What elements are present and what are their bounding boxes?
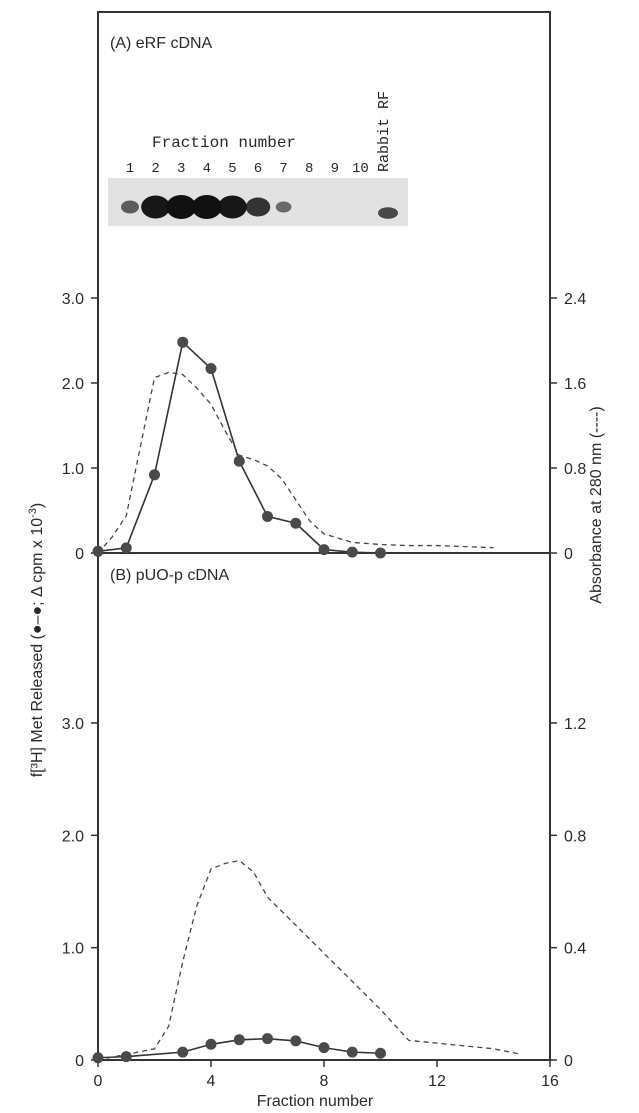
gel-band — [217, 195, 247, 219]
panel-a-release-line — [97, 340, 381, 554]
panel-b-left-tick-label: 2.0 — [62, 828, 84, 845]
panel-a-frame — [97, 11, 551, 554]
panel-a-absorbance-line — [97, 371, 494, 554]
gel-lane-label: 2 — [151, 161, 159, 177]
panel-a-release-point — [149, 469, 160, 481]
gel-band — [141, 195, 171, 219]
gel-lane-label: 1 — [126, 161, 134, 177]
panel-b-right-tick-label: 1.2 — [564, 716, 586, 733]
panel-b-right-tick-label: 0.4 — [564, 941, 586, 958]
left-axis-label: f[³H] Met Released (●–●; Δ cpm x 10-3) — [27, 503, 46, 778]
panel-b-release-point — [290, 1035, 302, 1047]
panel-a-release-point — [375, 547, 386, 559]
right-axis-label: Absorbance at 280 nm (----) — [588, 406, 605, 603]
panel-a-left-tick-label: 2.0 — [62, 376, 84, 393]
gel-lane-label: 9 — [331, 161, 339, 177]
gel-band — [191, 195, 222, 219]
gel-inset: Fraction number Rabbit RF 1 2 3 4 5 6 7 8 9 10 — [108, 91, 408, 226]
panel-b-left-tick-label: 3.0 — [62, 716, 84, 733]
panel-a-right-tick-label: 2.4 — [564, 291, 586, 308]
panel-b-release-point — [205, 1038, 217, 1050]
panel-b-release-point — [177, 1046, 189, 1058]
panel-b-release-point — [233, 1034, 245, 1046]
panel-b-absorbance-line — [97, 859, 522, 1061]
panel-b-right-tick-label: 0 — [564, 1053, 573, 1070]
gel-title: Fraction number — [152, 134, 296, 152]
gel-lane-label: 4 — [203, 161, 211, 177]
gel-band — [275, 201, 292, 213]
panel-a-release-point — [120, 542, 132, 554]
gel-lane-label: 7 — [279, 161, 287, 177]
panel-a-left-tick-label: 0 — [75, 546, 84, 563]
panel-a-right-tick-label: 0.8 — [564, 461, 586, 478]
x-tick-label: 4 — [207, 1073, 216, 1090]
panel-b-label: (B) pUO-p cDNA — [110, 567, 229, 584]
panel-a-release-point — [318, 544, 330, 556]
gel-lane-label: 6 — [254, 161, 262, 177]
gel-lane-label: 3 — [177, 161, 185, 177]
gel-extra-lane-label: Rabbit RF — [376, 91, 393, 172]
panel-b-release-point — [375, 1047, 386, 1059]
gel-lane-label: 8 — [305, 161, 313, 177]
panel-a-left-tick-label: 1.0 — [62, 461, 84, 478]
panel-b-release-point — [262, 1033, 273, 1045]
panel-a-release-point — [177, 336, 189, 348]
x-tick-label: 16 — [541, 1073, 559, 1090]
panel-a-left-tick-label: 3.0 — [62, 291, 84, 308]
panel-a-right-tick-label: 1.6 — [564, 376, 586, 393]
x-tick-label: 8 — [320, 1073, 329, 1090]
panel-a-release-point — [205, 363, 217, 375]
panel-b-frame — [97, 552, 551, 1061]
x-axis-label: Fraction number — [257, 1093, 374, 1110]
panel-a-right-tick-label: 0 — [564, 546, 573, 563]
gel-band — [166, 195, 197, 219]
x-tick-label: 12 — [428, 1073, 446, 1090]
panel-a-release-point — [262, 510, 273, 522]
panel-a-release-point — [92, 545, 104, 557]
panel-a-release-point — [290, 517, 302, 529]
panel-b-left-tick-label: 1.0 — [62, 941, 84, 958]
x-tick-label: 0 — [94, 1073, 103, 1090]
gel-lane-label: 5 — [228, 161, 236, 177]
gel-band-rabbit-rf — [378, 207, 398, 219]
panel-a-release-point — [233, 455, 245, 467]
panel-b-left-tick-label: 0 — [75, 1053, 84, 1070]
panel-a-label: (A) eRF cDNA — [110, 35, 213, 52]
panel-b-release-point — [92, 1052, 104, 1064]
gel-lane-label: 10 — [352, 161, 369, 177]
panel-b-release-point — [318, 1042, 330, 1054]
panel-b-release-point — [346, 1046, 358, 1058]
panel-b-release-line — [97, 1037, 381, 1059]
panel-a-release-point — [346, 546, 358, 558]
gel-band — [121, 200, 139, 214]
panel-b-right-tick-label: 0.8 — [564, 828, 586, 845]
gel-band — [245, 197, 271, 217]
panel-b-release-point — [120, 1051, 132, 1063]
